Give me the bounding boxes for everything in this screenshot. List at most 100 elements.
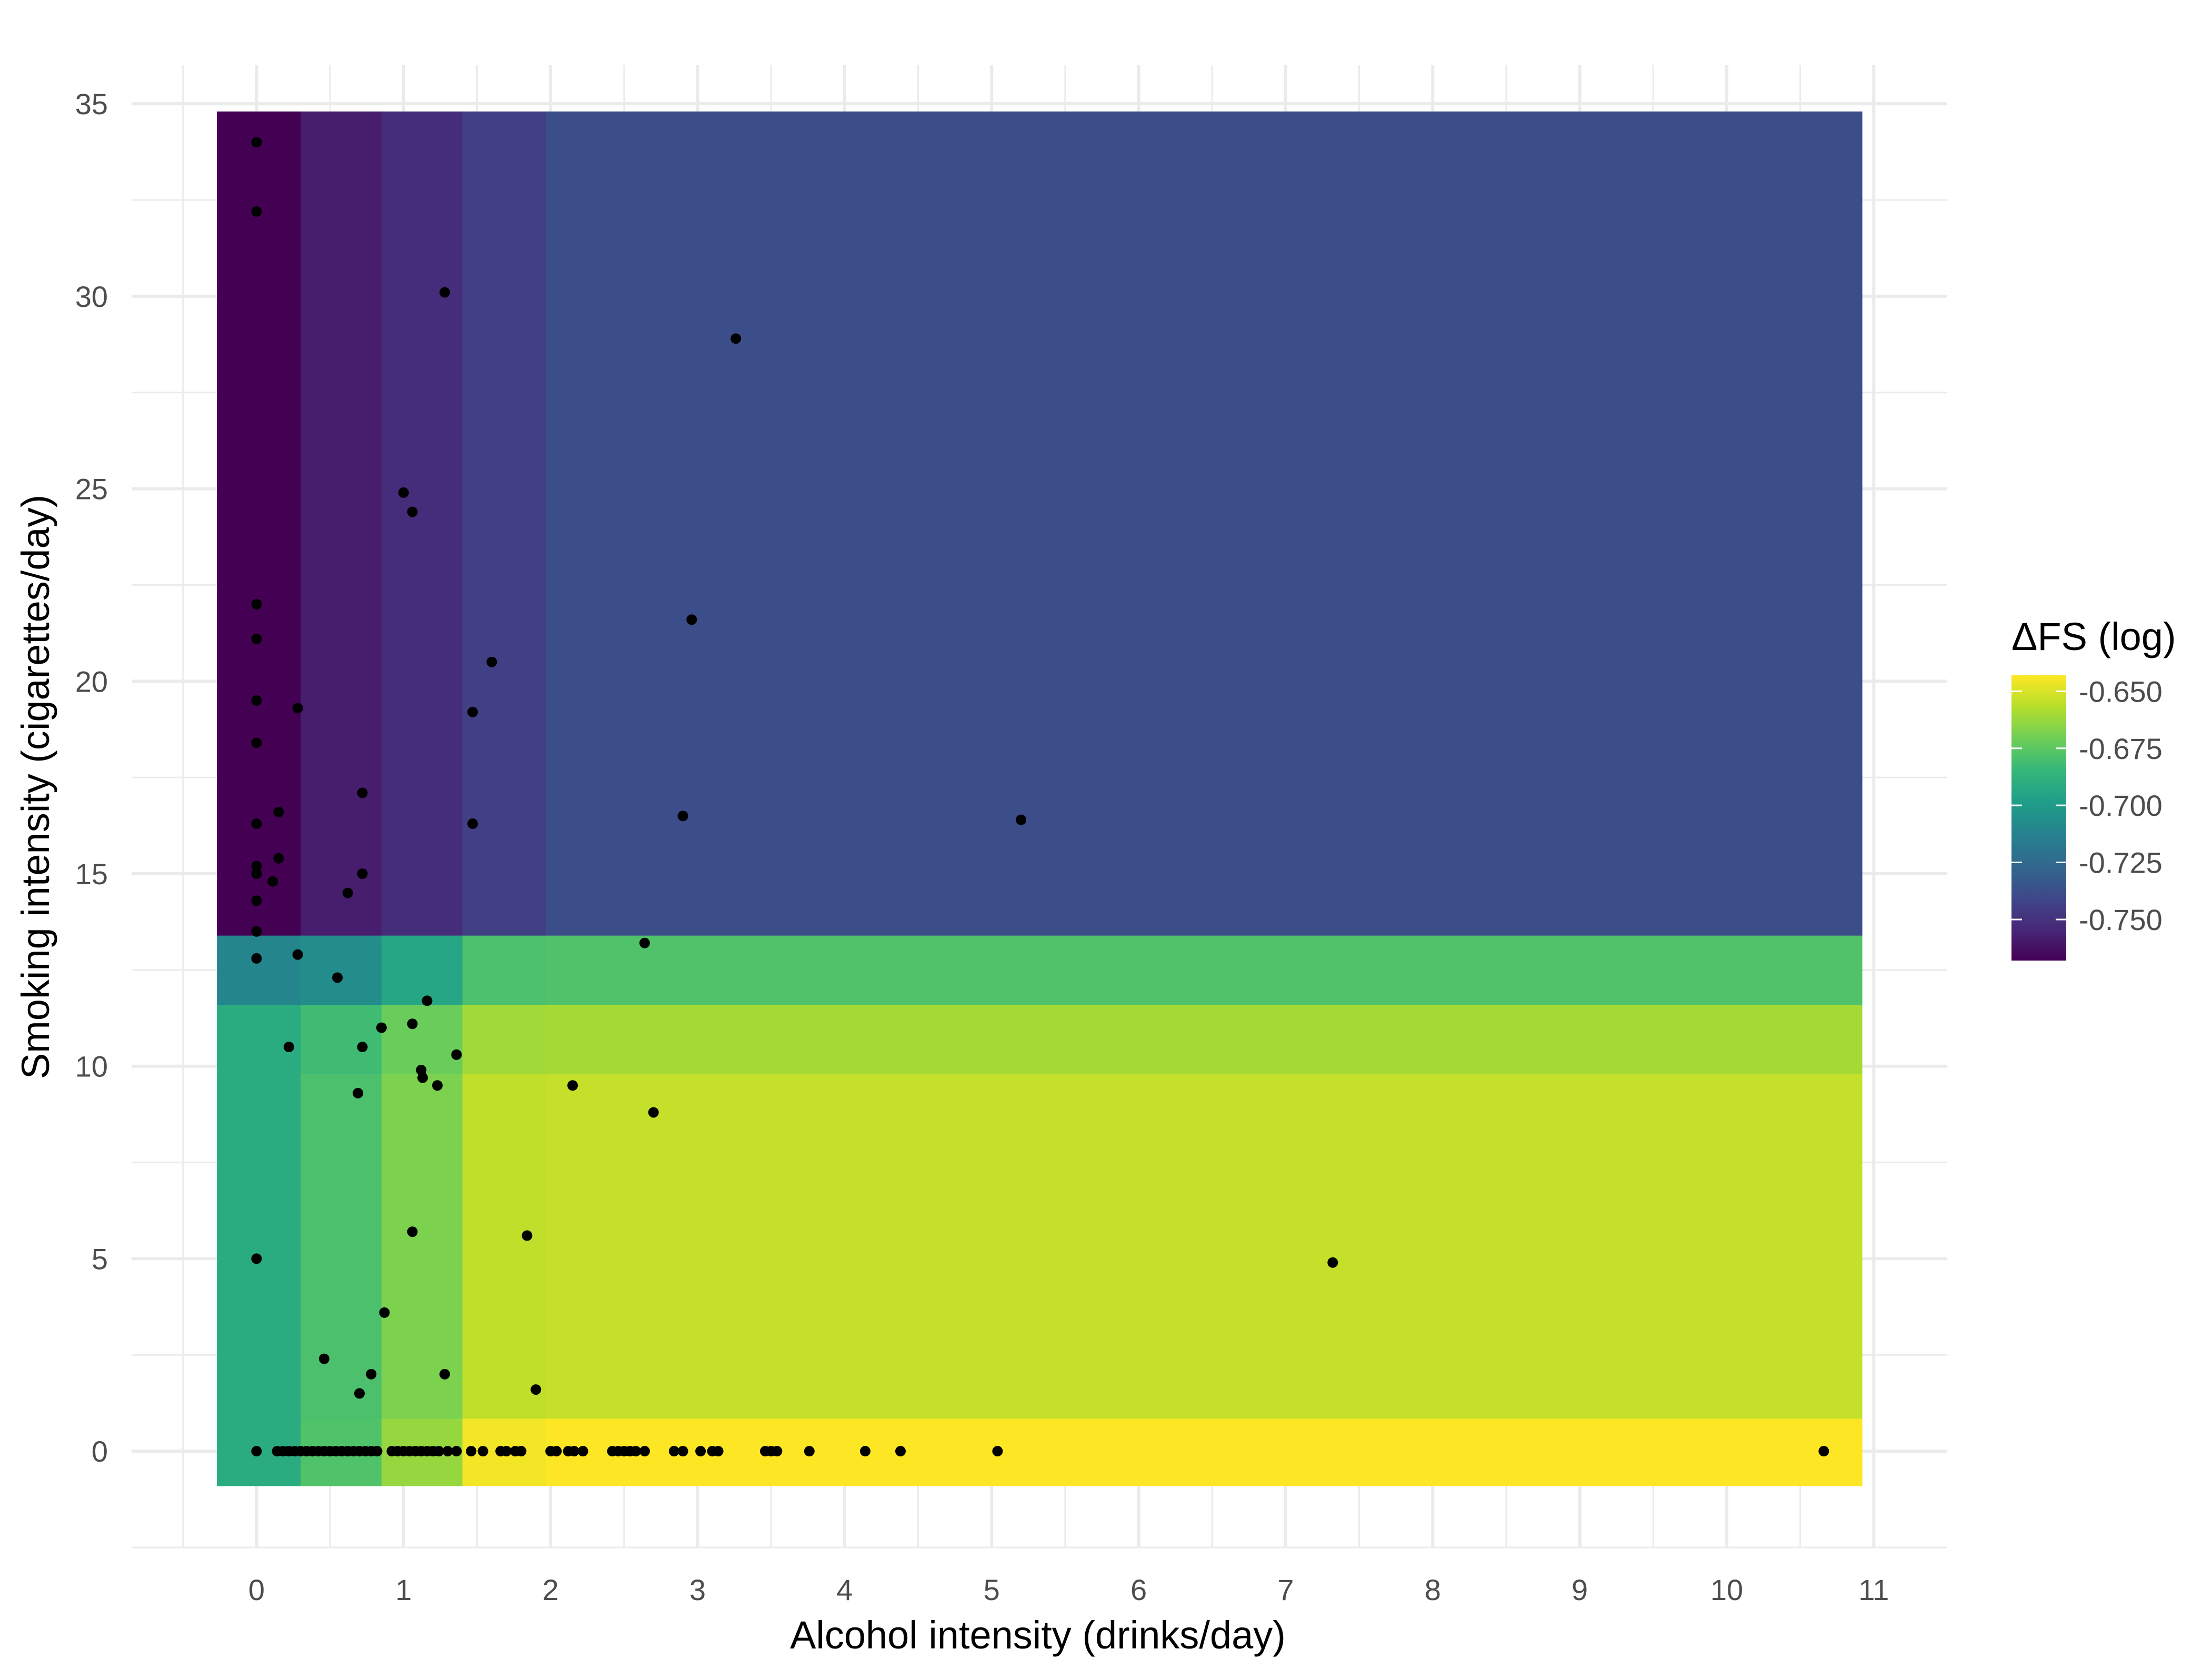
tick-layer: 0 1 2 3 4 5 6 7 8 9 10 11 0 5 10 15 20 25 30 35: [75, 87, 1889, 1606]
data-point: [477, 1446, 488, 1457]
data-point: [668, 1446, 679, 1457]
data-point: [772, 1446, 783, 1457]
x-tick-label: 9: [1572, 1573, 1588, 1606]
data-point: [407, 506, 418, 517]
data-point: [677, 811, 688, 822]
data-point: [639, 1446, 650, 1457]
data-point: [251, 137, 262, 148]
heatmap-tile: [381, 1004, 463, 1074]
data-point: [432, 1080, 443, 1091]
data-point: [357, 868, 368, 879]
data-point: [442, 1446, 453, 1457]
data-point: [501, 1446, 512, 1457]
data-point: [398, 487, 409, 498]
x-tick-label: 8: [1425, 1573, 1441, 1606]
data-point: [433, 1446, 444, 1457]
data-point: [630, 1446, 642, 1457]
x-tick-label: 5: [984, 1573, 1000, 1606]
data-point: [379, 1307, 390, 1318]
data-point: [686, 614, 697, 625]
heatmap-tile: [381, 1074, 463, 1419]
legend-colorbar: [2011, 675, 2066, 961]
legend: ΔFS (log) -0.650 -0.675 -0.700 -0.725 -0.750: [2011, 615, 2176, 961]
data-point: [292, 949, 303, 960]
y-tick-label: 5: [92, 1242, 108, 1275]
data-point: [251, 206, 262, 217]
x-axis-title: Alcohol intensity (drinks/day): [790, 1613, 1286, 1657]
data-point: [567, 1080, 578, 1091]
data-point: [804, 1446, 815, 1457]
data-point: [273, 806, 284, 817]
legend-tick-label: -0.675: [2079, 732, 2163, 765]
heatmap-tile: [462, 111, 547, 936]
heatmap-tile: [301, 935, 382, 1005]
data-point: [354, 1388, 365, 1399]
x-tick-label: 11: [1858, 1573, 1889, 1606]
data-point: [357, 787, 368, 798]
data-point: [551, 1446, 562, 1457]
data-point: [251, 818, 262, 829]
heatmap-tile: [546, 111, 713, 936]
data-point: [417, 1072, 428, 1083]
heatmap-tile: [546, 935, 713, 1005]
data-point: [273, 853, 284, 864]
data-point: [267, 876, 278, 887]
data-point: [467, 818, 478, 829]
heatmap-tile: [217, 1004, 301, 1074]
data-point: [357, 1042, 368, 1053]
y-tick-label: 0: [92, 1435, 108, 1468]
data-point: [251, 861, 262, 872]
data-point: [251, 868, 262, 879]
data-point: [283, 1042, 294, 1053]
data-point: [531, 1384, 542, 1395]
data-point: [730, 333, 742, 344]
data-point: [251, 895, 262, 906]
data-point: [466, 1446, 477, 1457]
legend-tick-label: -0.700: [2079, 789, 2163, 822]
heatmap-tile: [217, 935, 301, 1005]
data-point: [318, 1353, 329, 1364]
data-point: [467, 706, 478, 717]
heatmap-tile: [712, 935, 1863, 1005]
x-tick-label: 1: [395, 1573, 412, 1606]
legend-title: ΔFS (log): [2011, 615, 2176, 658]
y-tick-label: 20: [75, 665, 108, 698]
data-point: [439, 1368, 451, 1380]
data-point: [251, 695, 262, 706]
heatmap-tile: [712, 1074, 1863, 1419]
tile-layer: [217, 111, 1863, 1486]
x-tick-label: 6: [1130, 1573, 1147, 1606]
heatmap-tile: [217, 1074, 301, 1419]
data-point: [648, 1107, 659, 1118]
y-tick-label: 35: [75, 87, 108, 121]
data-point: [577, 1446, 588, 1457]
x-tick-label: 2: [543, 1573, 559, 1606]
data-point: [522, 1230, 533, 1241]
heatmap-tile: [462, 935, 547, 1005]
data-point: [251, 1446, 262, 1457]
data-point: [372, 1446, 383, 1457]
legend-tick-label: -0.725: [2079, 846, 2163, 880]
data-point: [451, 1049, 462, 1060]
data-point: [251, 926, 262, 937]
heatmap-tile: [301, 1004, 382, 1074]
data-point: [407, 1226, 418, 1237]
data-point: [992, 1446, 1003, 1457]
legend-ticks: -0.650 -0.675 -0.700 -0.725 -0.750: [2011, 675, 2163, 936]
heatmap-tile: [462, 1074, 547, 1419]
heatmap-tile: [381, 111, 463, 936]
data-point: [639, 937, 650, 948]
heatmap-tile: [546, 1004, 713, 1074]
legend-tick-label: -0.750: [2079, 903, 2163, 936]
data-point: [376, 1022, 387, 1033]
x-tick-label: 4: [836, 1573, 853, 1606]
y-tick-label: 15: [75, 857, 108, 891]
heatmap-tile: [712, 1418, 1863, 1486]
heatmap-tile: [462, 1004, 547, 1074]
heatmap-tile: [712, 1004, 1863, 1074]
data-point: [695, 1446, 706, 1457]
data-point: [486, 656, 497, 667]
data-point: [439, 287, 451, 298]
data-point: [1327, 1257, 1338, 1268]
